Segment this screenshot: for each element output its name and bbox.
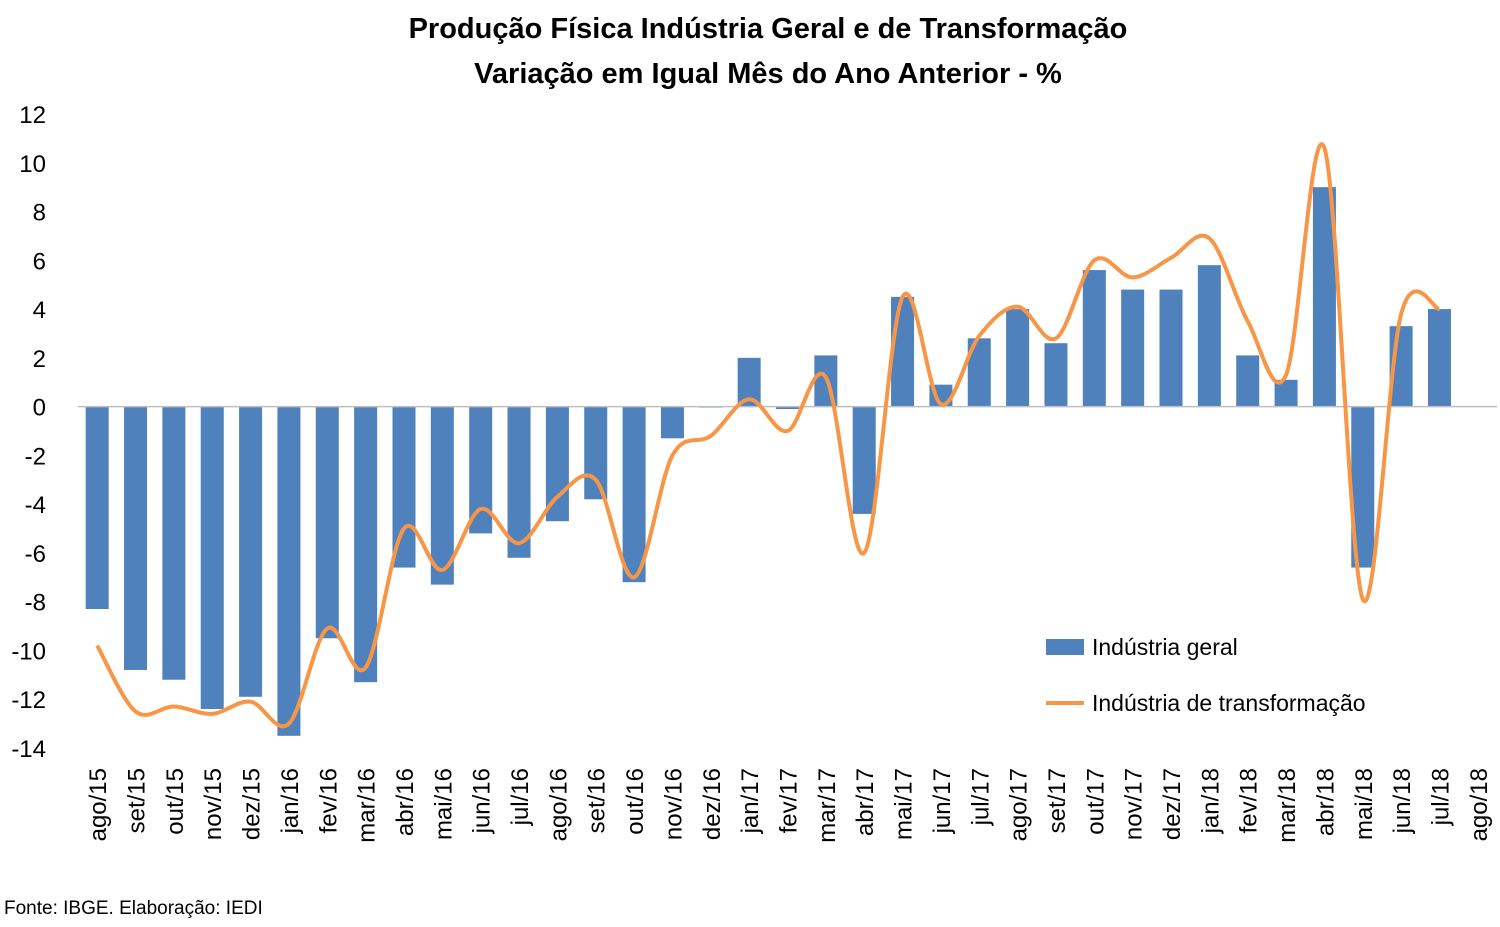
bar-nov-15 <box>200 406 224 709</box>
x-tick-label: mai/18 <box>1351 768 1378 840</box>
bar-nov-17 <box>1121 289 1145 407</box>
bar-jan-18 <box>1197 265 1221 407</box>
x-tick-label: ago/18 <box>1466 768 1493 841</box>
x-tick-label: ago/15 <box>85 768 112 841</box>
legend-label-industria-transformacao: Indústria de transformação <box>1092 690 1366 716</box>
y-tick-label: -8 <box>25 590 46 617</box>
bar-abr-18 <box>1312 187 1336 407</box>
y-tick-label: -6 <box>25 541 46 568</box>
x-tick-label: jan/18 <box>1197 768 1224 834</box>
x-tick-label: fev/18 <box>1236 768 1263 833</box>
bar-set-16 <box>584 406 608 500</box>
y-tick-label: -10 <box>11 638 46 665</box>
x-tick-label: fev/16 <box>315 768 342 833</box>
y-tick-label: 8 <box>33 200 46 227</box>
y-axis-tick-labels: 12 10 8 6 4 2 0 -2 -4 -6 -8 -10 -12 -14 <box>11 102 46 763</box>
y-tick-label: 12 <box>19 102 46 129</box>
bar-mai-17 <box>891 296 915 407</box>
x-tick-label: out/17 <box>1082 768 1109 835</box>
bar-mar-16 <box>354 406 378 683</box>
bar-abr-17 <box>852 406 876 514</box>
bar-out-17 <box>1082 270 1106 407</box>
bar-nov-16 <box>660 406 684 439</box>
bar-series-industria-geral <box>85 187 1451 736</box>
bar-out-15 <box>162 406 186 680</box>
bar-ago-15 <box>85 406 109 610</box>
x-tick-label: jan/17 <box>737 768 764 834</box>
bar-dez-15 <box>239 406 263 697</box>
x-tick-label: ago/16 <box>545 768 572 841</box>
line-series-industria-transformacao <box>95 142 1441 729</box>
bar-out-16 <box>622 406 646 583</box>
bar-ago-17 <box>1006 309 1030 407</box>
x-tick-label: jul/18 <box>1427 768 1454 826</box>
x-tick-label: set/16 <box>584 768 611 833</box>
x-tick-label: set/15 <box>124 768 151 833</box>
x-tick-label: set/17 <box>1044 768 1071 833</box>
x-tick-label: dez/15 <box>239 768 266 840</box>
x-tick-label: jul/17 <box>967 768 994 826</box>
x-tick-label: out/16 <box>622 768 649 835</box>
y-tick-label: 4 <box>33 297 46 324</box>
x-tick-label: mar/17 <box>814 768 841 843</box>
legend-label-industria-geral: Indústria geral <box>1092 634 1238 660</box>
x-tick-label: dez/17 <box>1159 768 1186 840</box>
bar-dez-17 <box>1159 289 1183 407</box>
x-tick-label: mai/16 <box>430 768 457 840</box>
chart-subtitle: Variação em Igual Mês do Ano Anterior - … <box>474 58 1062 90</box>
y-tick-label: 0 <box>33 395 46 422</box>
y-tick-label: -4 <box>25 492 46 519</box>
bar-jan-16 <box>277 406 301 736</box>
x-tick-label: abr/18 <box>1312 768 1339 836</box>
x-tick-label: jan/16 <box>277 768 304 834</box>
bar-jan-17 <box>737 357 761 407</box>
x-tick-label: jul/16 <box>507 768 534 826</box>
x-tick-label: jun/16 <box>469 768 496 834</box>
x-tick-label: abr/17 <box>852 768 879 836</box>
x-tick-label: fev/17 <box>776 768 803 833</box>
x-tick-label: nov/16 <box>660 768 687 840</box>
bar-fev-18 <box>1236 355 1260 407</box>
x-tick-label: jun/18 <box>1389 768 1416 834</box>
bar-fev-17 <box>775 406 800 410</box>
bar-set-15 <box>124 406 148 670</box>
y-tick-label: 6 <box>33 248 46 275</box>
source-note: Fonte: IBGE. Elaboração: IEDI <box>4 898 263 919</box>
bar-jul-16 <box>507 406 531 558</box>
y-tick-label: -2 <box>25 443 46 470</box>
x-tick-label: mar/16 <box>354 768 381 843</box>
bar-jul-18 <box>1427 309 1451 407</box>
x-tick-label: jun/17 <box>929 768 956 834</box>
line-path-industria-transformacao <box>95 142 1441 729</box>
x-tick-label: dez/16 <box>699 768 726 840</box>
x-tick-label: mar/18 <box>1274 768 1301 843</box>
bar-set-17 <box>1044 343 1068 407</box>
y-tick-label: -14 <box>11 736 46 763</box>
x-tick-label: abr/16 <box>392 768 419 836</box>
legend-swatch-bar <box>1046 639 1084 655</box>
x-tick-label: nov/17 <box>1121 768 1148 840</box>
x-tick-label: nov/15 <box>200 768 227 840</box>
x-tick-label: mai/17 <box>891 768 918 840</box>
x-tick-label: out/15 <box>162 768 189 835</box>
bar-mai-18 <box>1351 406 1375 568</box>
x-axis-tick-labels: ago/15 set/15 out/15 nov/15 dez/15 jan/16 fev/… <box>85 768 1493 843</box>
chart-title: Produção Física Indústria Geral e de Tra… <box>409 13 1128 45</box>
y-tick-label: 10 <box>19 151 46 178</box>
bar-mai-16 <box>430 406 454 585</box>
bar-fev-16 <box>315 406 339 639</box>
bar-jun-16 <box>469 406 493 534</box>
y-tick-label: 2 <box>33 346 46 373</box>
legend: Indústria geral Indústria de transformaç… <box>1046 634 1366 716</box>
bar-jul-17 <box>967 338 991 407</box>
x-tick-label: ago/17 <box>1006 768 1033 841</box>
bar-mar-18 <box>1274 379 1298 407</box>
y-tick-label: -12 <box>11 687 46 714</box>
